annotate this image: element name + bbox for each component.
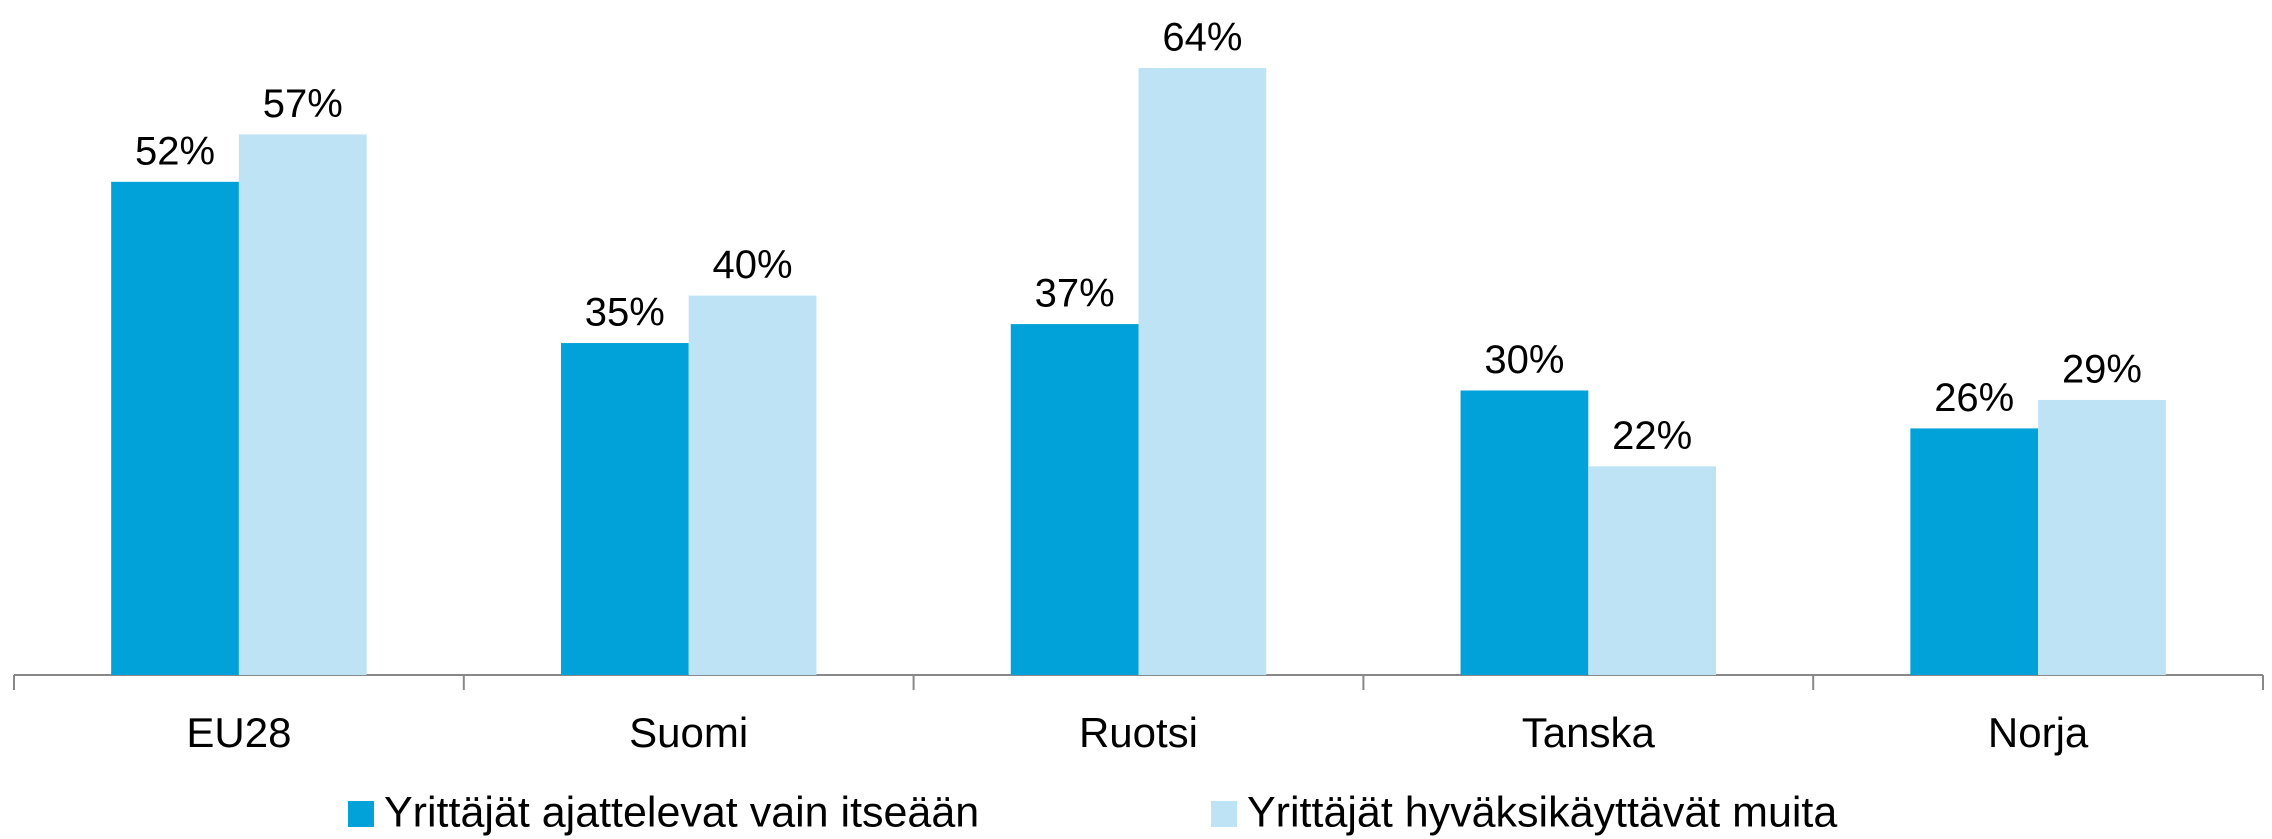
bar (1910, 428, 2039, 675)
value-label: 52% (135, 129, 215, 173)
x-tick-label: Ruotsi (1079, 709, 1198, 756)
value-label: 35% (585, 291, 665, 335)
bar (560, 343, 689, 675)
legend-swatch (1211, 801, 1237, 827)
value-label: 64% (1162, 16, 1242, 60)
value-label: 57% (263, 82, 343, 126)
x-tick-label: Tanska (1522, 709, 1656, 756)
legend-swatch (348, 801, 374, 827)
x-tick-label: Norja (1988, 709, 2089, 756)
bar (1588, 466, 1717, 675)
x-tick-label: EU28 (186, 709, 291, 756)
value-label: 30% (1484, 338, 1564, 382)
value-label: 29% (2062, 348, 2142, 392)
bar (1460, 390, 1589, 675)
bar (238, 134, 367, 675)
bar (2038, 399, 2166, 675)
bar (688, 295, 817, 675)
value-label: 40% (713, 243, 793, 287)
bar (1010, 324, 1139, 675)
bar (111, 181, 239, 675)
value-label: 37% (1035, 272, 1115, 316)
value-label: 26% (1934, 376, 2014, 420)
x-tick-label: Suomi (629, 709, 748, 756)
value-label: 22% (1612, 414, 1692, 458)
legend-label: Yrittäjät ajattelevat vain itseään (384, 788, 979, 836)
legend-label: Yrittäjät hyväksikäyttävät muita (1247, 788, 1837, 836)
bar (1138, 68, 1267, 675)
